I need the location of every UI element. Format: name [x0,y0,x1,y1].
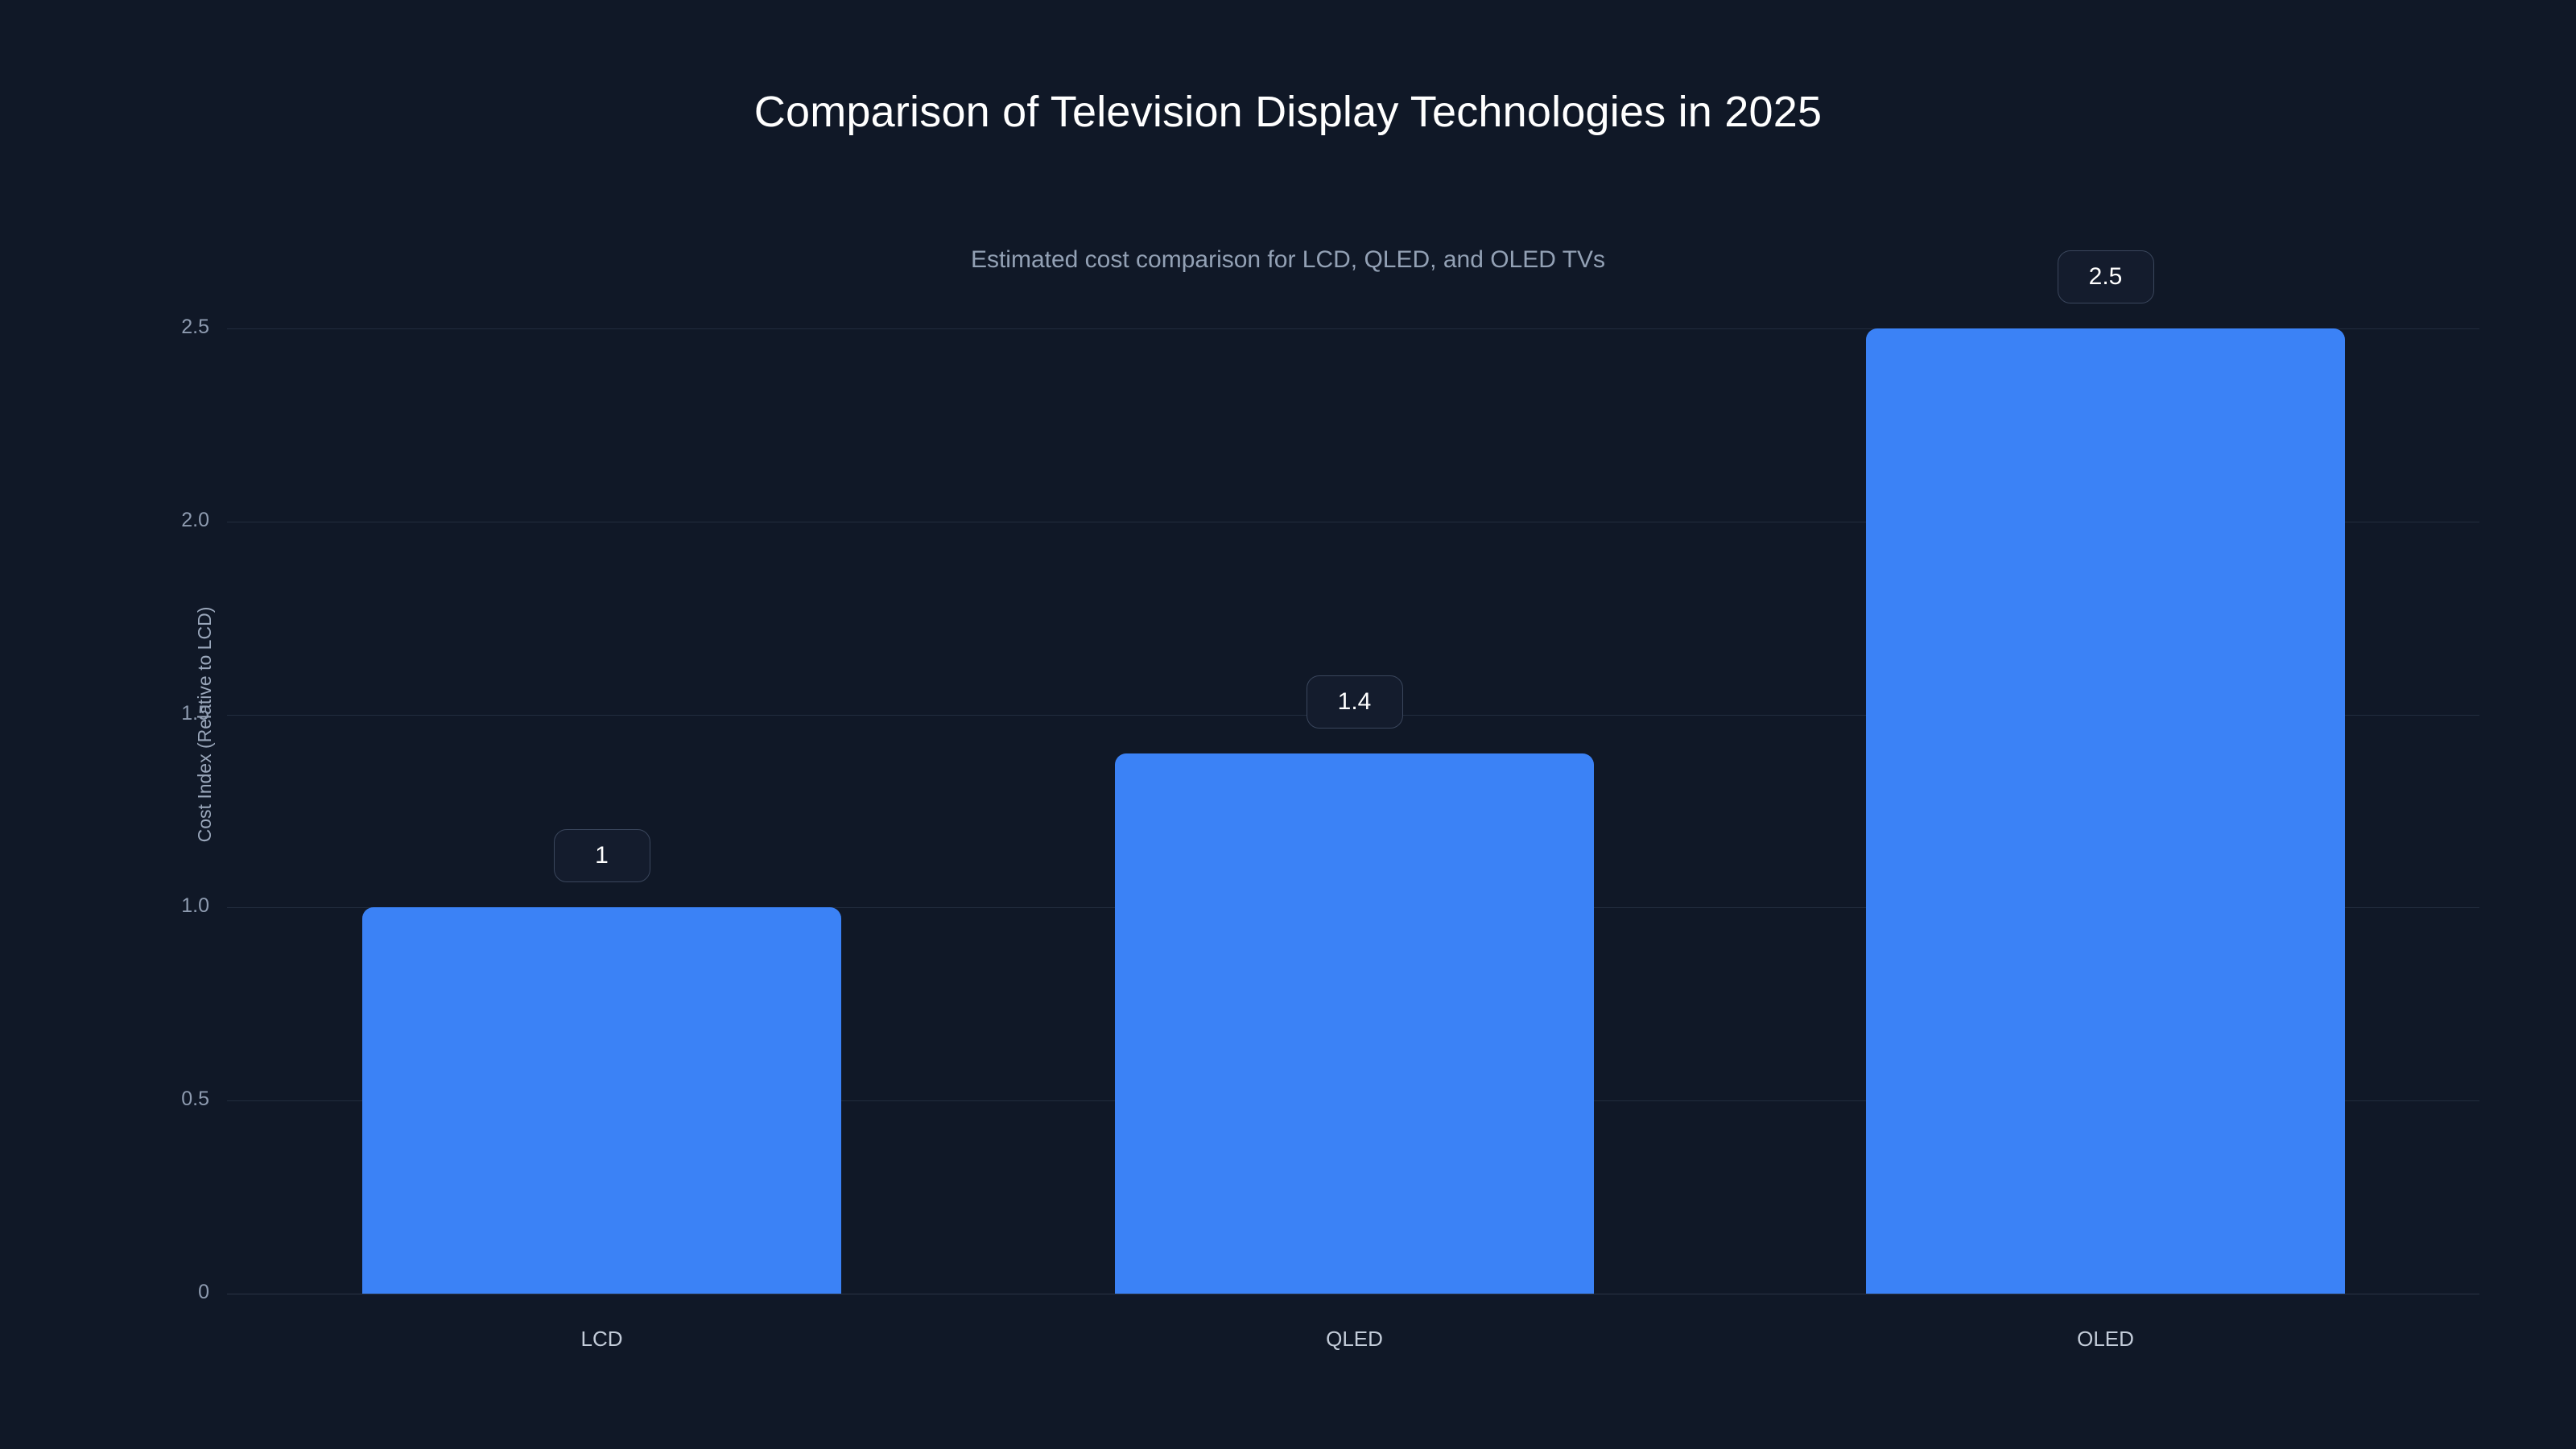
chart-subtitle: Estimated cost comparison for LCD, QLED,… [970,246,1606,273]
bar-lcd[interactable] [362,907,841,1294]
y-tick-label: 2.5 [181,316,209,338]
y-tick-label: 0.5 [181,1088,209,1111]
bar-qled[interactable] [1115,753,1594,1294]
value-badge-oled: 2.5 [2057,250,2154,303]
bar-oled[interactable] [1866,328,2345,1294]
x-tick-label-oled: OLED [2077,1327,2134,1351]
gridline [227,328,2479,329]
x-tick-label-lcd: LCD [580,1327,623,1351]
y-tick-label: 1.0 [181,894,209,918]
value-badge-lcd: 1 [553,829,650,883]
value-badge-qled: 1.4 [1306,675,1403,729]
y-tick-label: 2.0 [181,508,209,531]
x-tick-label-qled: QLED [1326,1327,1383,1351]
y-tick-label: 1.5 [181,701,209,724]
plot-area [227,328,2479,1294]
y-tick-label: 0 [198,1281,209,1303]
chart-title: Comparison of Television Display Technol… [753,88,1823,136]
